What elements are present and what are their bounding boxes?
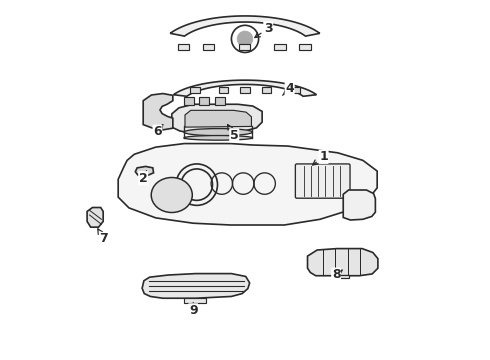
Bar xyxy=(203,44,214,50)
Bar xyxy=(274,44,286,50)
Ellipse shape xyxy=(184,135,252,140)
Ellipse shape xyxy=(184,129,252,136)
Bar xyxy=(215,97,224,105)
Bar xyxy=(184,97,194,105)
Text: 8: 8 xyxy=(332,268,342,281)
Bar xyxy=(337,275,348,278)
Polygon shape xyxy=(185,111,251,127)
Polygon shape xyxy=(118,144,377,225)
Polygon shape xyxy=(343,190,375,220)
Bar xyxy=(291,87,300,93)
Polygon shape xyxy=(172,104,262,133)
Text: 3: 3 xyxy=(255,22,272,37)
Polygon shape xyxy=(173,80,317,96)
Bar xyxy=(299,44,311,50)
Text: 6: 6 xyxy=(153,125,163,138)
Bar xyxy=(184,297,206,302)
Polygon shape xyxy=(308,249,378,276)
Polygon shape xyxy=(170,16,320,36)
Ellipse shape xyxy=(151,177,192,212)
Polygon shape xyxy=(87,207,103,227)
Polygon shape xyxy=(143,94,173,130)
FancyBboxPatch shape xyxy=(295,164,350,198)
Bar xyxy=(190,87,199,93)
Text: 2: 2 xyxy=(139,171,147,185)
Polygon shape xyxy=(142,274,249,298)
Circle shape xyxy=(237,31,253,47)
Text: 9: 9 xyxy=(189,303,197,317)
Bar xyxy=(178,44,189,50)
Bar xyxy=(198,97,209,105)
Text: 4: 4 xyxy=(283,82,294,95)
Bar xyxy=(239,44,250,50)
Bar xyxy=(219,87,228,93)
Polygon shape xyxy=(135,166,153,175)
Text: 5: 5 xyxy=(227,125,239,142)
Bar xyxy=(241,87,249,93)
Bar xyxy=(262,87,271,93)
Text: 1: 1 xyxy=(313,150,328,165)
Text: 7: 7 xyxy=(98,229,108,246)
